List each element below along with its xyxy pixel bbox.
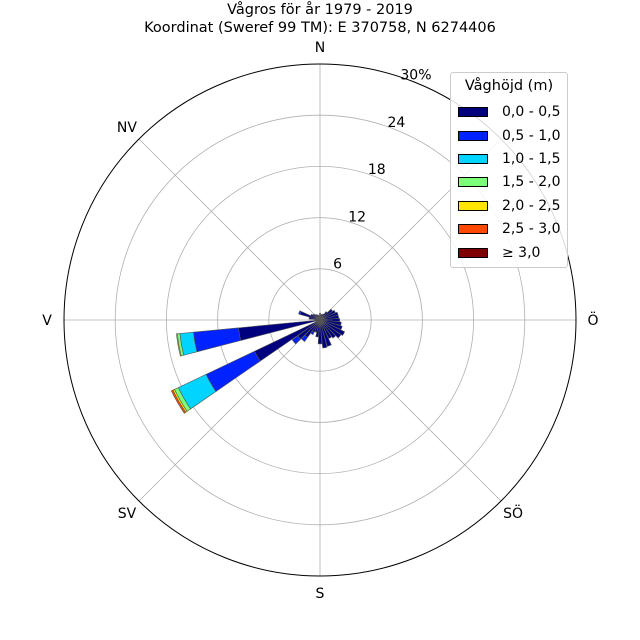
legend-label: 1,5 - 2,0 <box>502 174 561 190</box>
direction-label: N <box>315 40 325 56</box>
rose-bar <box>291 335 301 345</box>
radial-tick-label: 12 <box>348 209 366 225</box>
direction-label: Ö <box>587 311 598 329</box>
legend-swatch <box>458 224 488 234</box>
legend-item: 2,0 - 2,5 <box>456 197 566 215</box>
rose-bar <box>318 315 321 321</box>
direction-label: V <box>42 313 52 329</box>
legend: Våghöjd (m) 0,0 - 0,5 0,5 - 1,0 1,0 - 1,… <box>450 72 568 268</box>
radial-tick-label: 18 <box>368 162 386 178</box>
legend-swatch <box>458 248 488 258</box>
rose-bar <box>301 334 309 342</box>
chart-title: Vågros för år 1979 - 2019 <box>227 2 413 18</box>
legend-title: Våghöjd (m) <box>464 78 554 94</box>
rose-bar <box>298 310 302 315</box>
legend-item: 1,5 - 2,0 <box>456 173 566 191</box>
legend-item: 0,5 - 1,0 <box>456 127 566 145</box>
rose-bar <box>319 314 340 321</box>
legend-item: ≥ 3,0 <box>456 244 566 262</box>
rose-bar <box>319 319 336 339</box>
legend-label: 2,0 - 2,5 <box>502 198 561 214</box>
rose-bar <box>319 319 332 347</box>
direction-label: NV <box>117 120 137 136</box>
radial-tick-label: 24 <box>387 115 405 131</box>
legend-swatch <box>458 177 488 187</box>
direction-label: SÖ <box>503 504 523 522</box>
polar-frame <box>63 63 577 577</box>
legend-swatch <box>458 131 488 141</box>
legend-label: 0,0 - 0,5 <box>502 104 561 120</box>
legend-item: 1,0 - 1,5 <box>456 150 566 168</box>
rose-bar <box>319 311 339 321</box>
legend-item: 2,5 - 3,0 <box>456 220 566 238</box>
grid-spoke <box>138 138 321 321</box>
direction-label: S <box>316 586 325 602</box>
legend-swatch <box>458 201 488 211</box>
grid-spoke <box>138 319 321 502</box>
direction-label: SV <box>118 506 137 522</box>
rose-bar <box>319 319 346 336</box>
legend-swatch <box>458 154 488 164</box>
rose-bar <box>319 318 340 322</box>
grid-spoke <box>319 319 502 502</box>
rose-bar <box>319 319 328 349</box>
rose-bar <box>193 327 242 353</box>
radial-tick-label: 6 <box>333 257 342 273</box>
rose-bar <box>176 333 182 357</box>
rose-bar <box>170 389 187 414</box>
rose-bar <box>319 319 342 339</box>
legend-label: ≥ 3,0 <box>502 245 541 261</box>
legend-swatch <box>458 107 488 117</box>
radial-tick-label: 30% <box>400 67 431 83</box>
legend-label: 2,5 - 3,0 <box>502 221 561 237</box>
legend-item: 0,0 - 0,5 <box>456 103 566 121</box>
rose-bar <box>319 319 333 339</box>
chart-subtitle: Koordinat (Sweref 99 TM): E 370758, N 62… <box>144 20 496 36</box>
legend-label: 0,5 - 1,0 <box>502 128 561 144</box>
rose-bar <box>205 350 261 392</box>
legend-label: 1,0 - 1,5 <box>502 151 561 167</box>
rose-bar <box>317 319 323 345</box>
